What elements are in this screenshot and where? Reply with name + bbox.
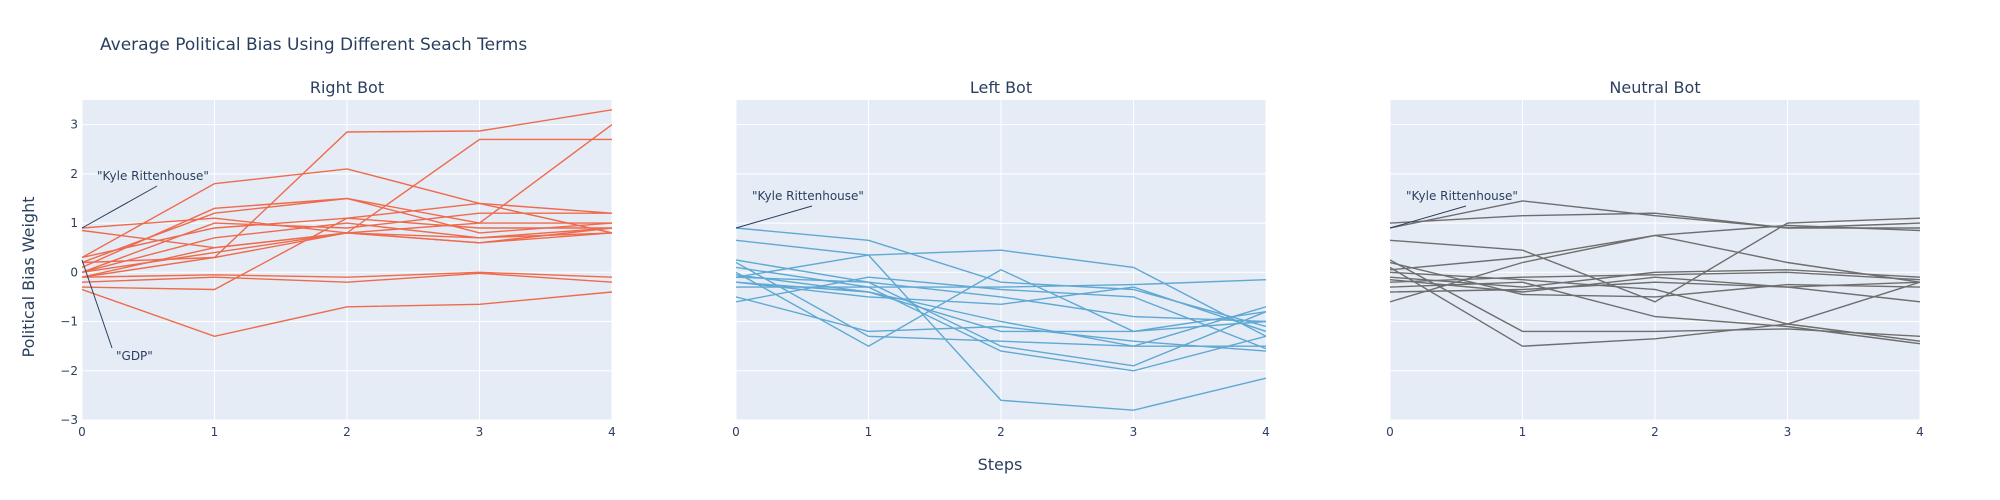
subplots: Right Bot 0 1 2 3 4 −3 −2 −1 0 1 2 3 "Kyle Rittenhous… [60,78,1924,439]
y-tick-label: −1 [60,315,78,329]
annotation-arrow [1389,205,1467,229]
series-line-14 [82,202,612,291]
series-line-12 [82,271,612,278]
series-line-7 [736,281,1266,333]
series-line-6 [1390,266,1920,347]
y-tick-label: 1 [70,216,78,230]
x-tick-label: 4 [1916,425,1924,439]
annotation-label: "Kyle Rittenhouse" [1406,189,1518,203]
x-tick-label: 4 [608,425,616,439]
series-line-8 [736,276,1266,323]
y-axis-title: Political Bias Weight [19,197,38,358]
series-line-9 [82,222,612,273]
series-line-9 [1390,271,1920,283]
x-tick-label: 0 [78,425,86,439]
series-line-5 [82,109,612,278]
y-tick-label: −2 [60,364,78,378]
series-line-4 [82,197,612,269]
series-line-13 [1390,224,1920,303]
series-line-9 [736,279,1266,288]
subplot-title: Right Bot [310,78,384,97]
y-tick-label: 3 [70,118,78,132]
series-line-1 [1390,200,1920,229]
series-line-6 [736,254,1266,411]
x-tick-label: 3 [476,425,484,439]
series-line-14 [736,276,1266,350]
series-line-16 [82,212,612,273]
series-line-12 [1390,281,1920,303]
subplot-2: Left Bot 0 1 2 3 4 "Kyle Rittenhouse" [732,78,1270,439]
subplot-title: Left Bot [970,78,1032,97]
series-line-13 [736,281,1266,333]
x-tick-label: 1 [865,425,873,439]
y-tick-label: 2 [70,167,78,181]
x-tick-label: 0 [732,425,740,439]
x-axis-title: Steps [978,455,1023,474]
x-tick-label: 1 [211,425,219,439]
series-line-4 [1390,259,1920,337]
series-line-3 [736,259,1266,367]
series-line-10 [736,274,1266,347]
series-line-13 [82,272,612,283]
series-line-15 [82,288,612,338]
series-line-2 [1390,212,1920,229]
x-tick-label: 3 [1130,425,1138,439]
annotation-label: "GDP" [116,349,153,363]
subplot-title: Neutral Bot [1609,78,1700,97]
y-tick-label: 0 [70,265,78,279]
series-line-11 [82,229,612,249]
annotation-arrow [81,185,158,229]
series-line-2 [736,239,1266,337]
x-tick-label: 3 [1784,425,1792,439]
subplot-1: Right Bot 0 1 2 3 4 −3 −2 −1 0 1 2 3 "Kyle Rittenhous… [60,78,616,439]
x-tick-label: 4 [1262,425,1270,439]
series-group [1390,200,1920,347]
series-line-14 [1390,261,1920,298]
annotation-label: "Kyle Rittenhouse" [97,169,209,183]
series-group [82,109,612,338]
annotation-label: "Kyle Rittenhouse" [752,189,864,203]
series-line-5 [736,269,1266,348]
series-line-3 [1390,217,1920,303]
x-tick-label: 1 [1519,425,1527,439]
chart-title: Average Political Bias Using Different S… [100,35,527,55]
series-line-12 [736,261,1266,347]
series-line-7 [1390,271,1920,342]
x-tick-label: 2 [343,425,351,439]
annotation-arrow [81,259,113,349]
y-tick-label: −3 [60,413,78,427]
series-group [736,227,1266,411]
subplot-3: Neutral Bot 0 1 2 3 4 "Kyle Rittenhouse" [1386,78,1924,439]
x-tick-label: 2 [1651,425,1659,439]
series-line-11 [736,296,1266,352]
x-tick-label: 2 [997,425,1005,439]
x-tick-label: 0 [1386,425,1394,439]
annotation-arrow [735,205,813,229]
